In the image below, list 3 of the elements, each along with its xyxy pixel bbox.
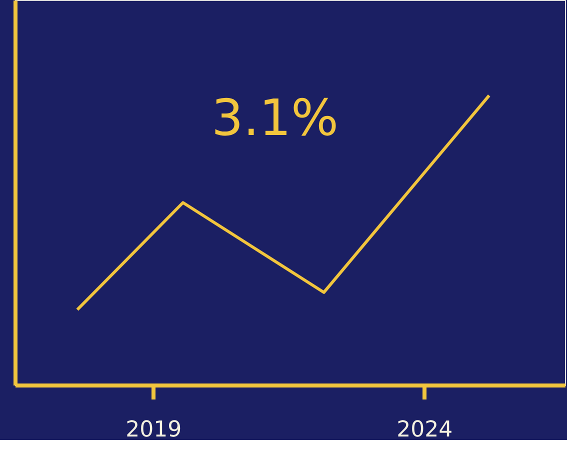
annotation: 3.1% [211,89,339,147]
x-tick-label: 2019 [126,418,182,442]
x-tick-label: 2024 [396,418,453,442]
